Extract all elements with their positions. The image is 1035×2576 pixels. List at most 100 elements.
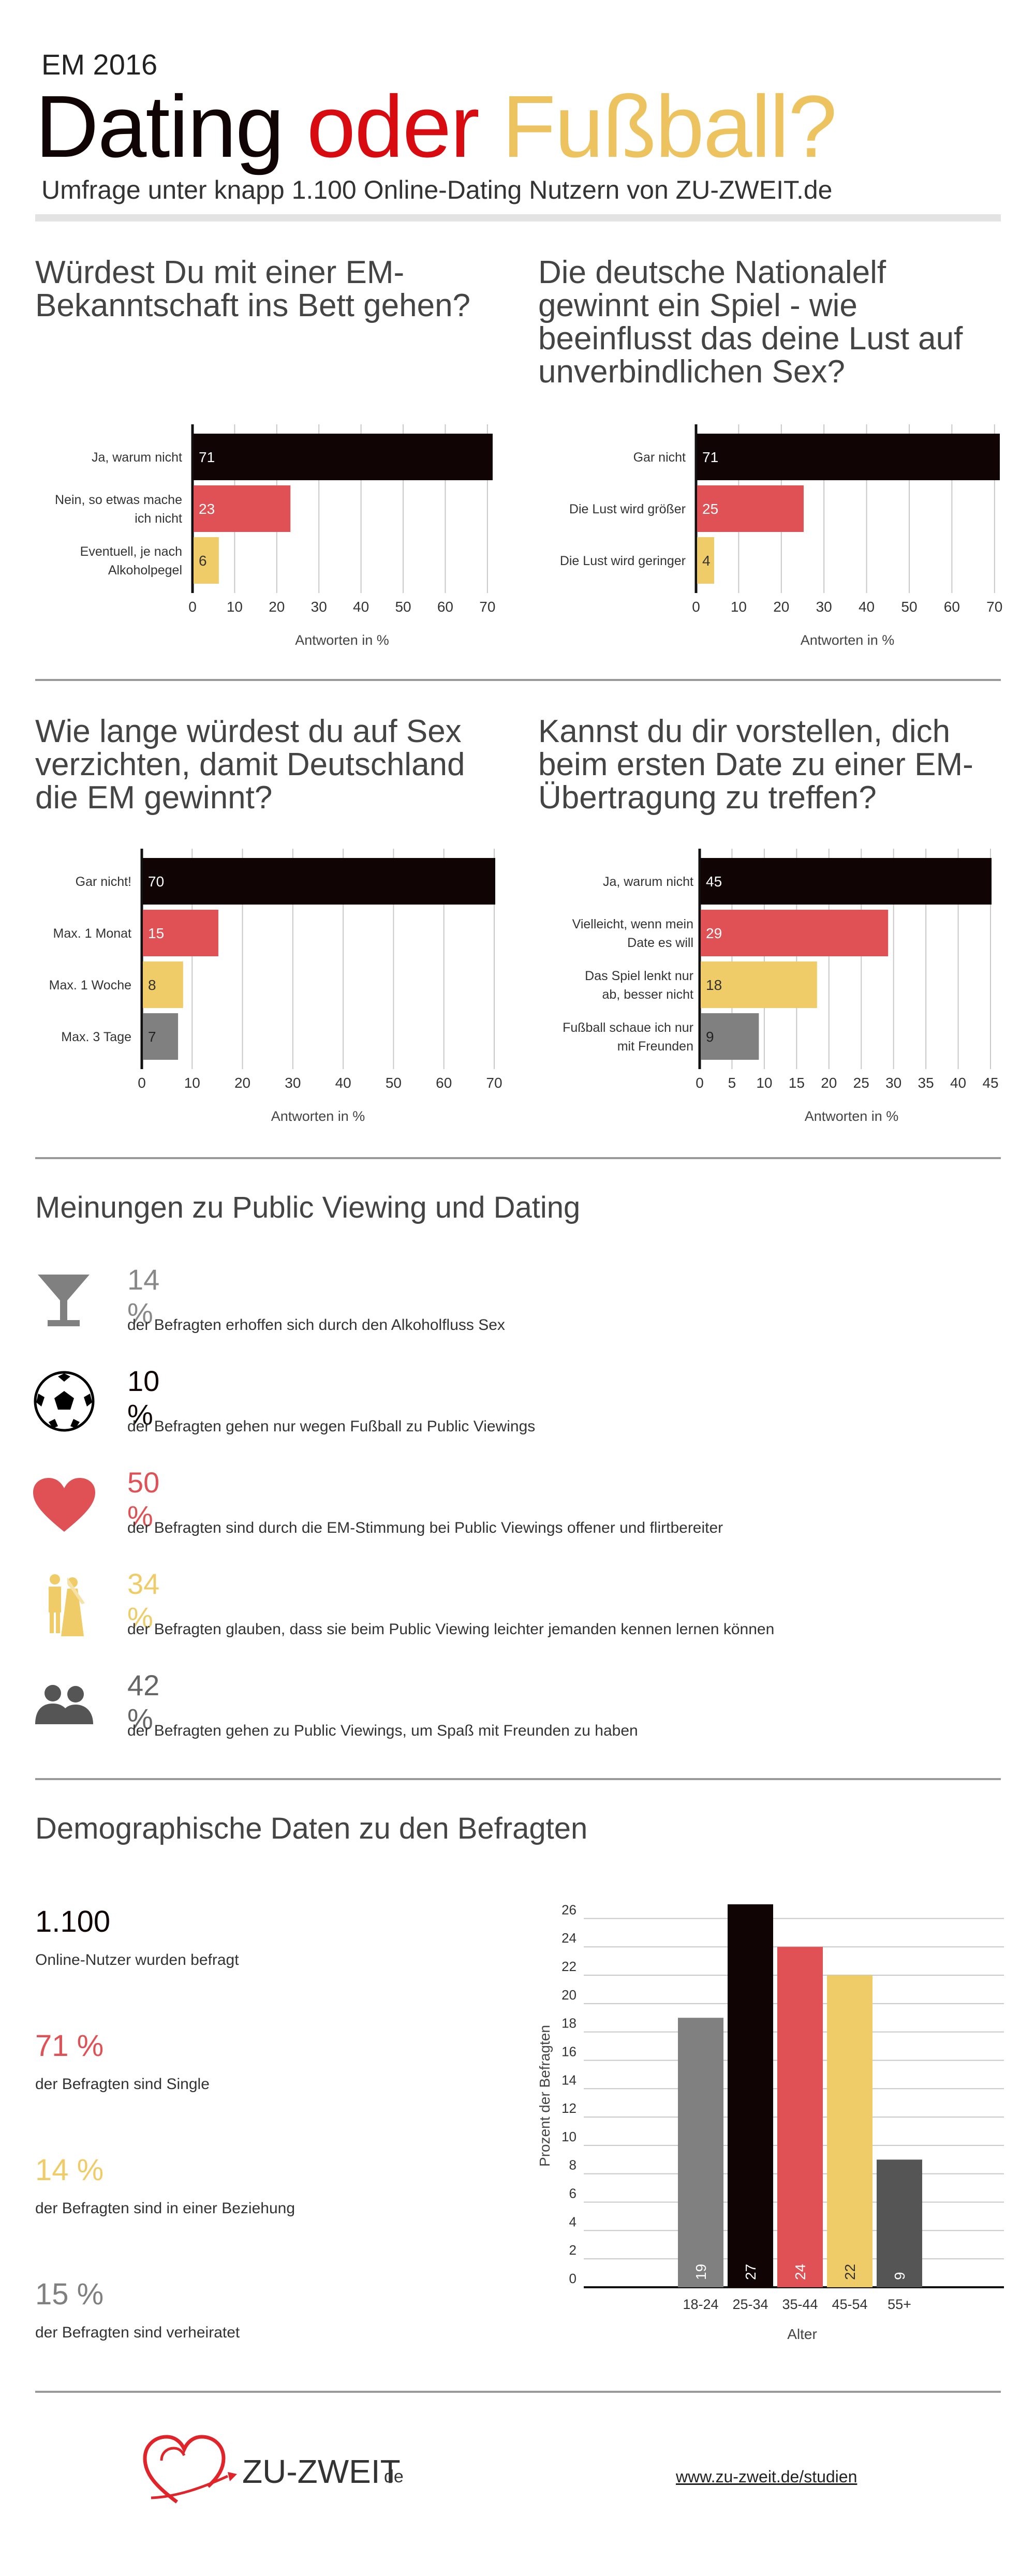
category-label: Alkoholpegel: [108, 563, 182, 578]
category-label: Gar nicht: [633, 450, 686, 465]
x-tick-label: 10: [227, 599, 243, 615]
y-tick-label: 18: [561, 2016, 576, 2031]
opinion-percent: 50 %: [127, 1466, 160, 1532]
x-axis-title: Alter: [787, 2326, 817, 2342]
logo-text: ZU-ZWEIT: [242, 2453, 401, 2490]
header-subtitle: Umfrage unter knapp 1.100 Online-Dating …: [41, 175, 833, 204]
demo-stat-married: 15 % der Befragten sind verheiratet: [35, 2277, 240, 2342]
page-title: Dating oder Fußball?: [35, 83, 837, 171]
opinion-percent: 34 %: [127, 1567, 160, 1634]
bar: [143, 961, 183, 1008]
x-tick-label: 5: [728, 1075, 736, 1091]
bar: [701, 910, 889, 956]
y-tick-label: 8: [569, 2157, 576, 2173]
bar-value-label: 71: [702, 449, 718, 465]
x-tick-label: 20: [773, 599, 789, 615]
bar: [701, 961, 817, 1008]
bar-value-label: 7: [148, 1029, 156, 1045]
bar: [143, 910, 218, 956]
opinion-percent: 42 %: [127, 1669, 160, 1735]
title-word-fussball: Fußball?: [502, 78, 837, 176]
x-tick-label: 0: [692, 599, 700, 615]
demo-stat-relationship: 14 % der Befragten sind in einer Beziehu…: [35, 2153, 295, 2217]
opinion-text: der Befragten gehen zu Public Viewings, …: [127, 1722, 638, 1739]
x-tick-label: 40: [353, 599, 369, 615]
bar-value-label: 71: [199, 449, 215, 465]
opinion-text: der Befragten erhoffen sich durch den Al…: [127, 1316, 505, 1334]
demo-stat-single: 71 % der Befragten sind Single: [35, 2029, 210, 2093]
x-axis-title: Antworten in %: [295, 632, 389, 648]
x-axis-title: Antworten in %: [271, 1108, 365, 1124]
x-tick-label: 15: [789, 1075, 805, 1091]
y-tick-label: 12: [561, 2100, 576, 2116]
category-label: ich nicht: [135, 511, 182, 526]
x-tick-label: 50: [386, 1075, 402, 1091]
bar-value-label: 9: [892, 2272, 908, 2280]
chart3-abstinence: 0 10 20 30 40 50 60 70 Antworten in % 70 Gar nicht…: [0, 849, 518, 1141]
bar: [194, 537, 219, 584]
x-tick-label: 0: [696, 1075, 704, 1091]
bar: [701, 858, 992, 905]
category-label: Die Lust wird größer: [569, 502, 686, 516]
bar: [701, 1013, 759, 1060]
bar: [194, 434, 493, 480]
logo-suffix: de: [384, 2467, 404, 2486]
chart-svg: 0 5 10 15 20 25 30 35 40 45 Antworten in % 45 Ja, wa…: [563, 849, 999, 1124]
demographics-title: Demographische Daten zu den Befragten: [35, 1812, 588, 1845]
bar-value-label: 8: [148, 977, 156, 993]
opinion-percent: 14 %: [127, 1263, 160, 1329]
x-tick-label: 0: [188, 599, 197, 615]
demo-value: 15 %: [35, 2277, 104, 2311]
bar: [877, 2159, 922, 2287]
demo-value: 14 %: [35, 2153, 104, 2187]
y-tick-label: 14: [561, 2072, 576, 2088]
opinion-text: der Befragten gehen nur wegen Fußball zu…: [127, 1418, 536, 1435]
demo-label: der Befragten sind in einer Beziehung: [35, 2200, 295, 2217]
chart1-bedpartner: 0 10 20 30 40 50 60 70 Antworten in % 71 Ja, warum…: [0, 424, 518, 670]
category-label: Eventuell, je nach: [80, 544, 182, 559]
chart-svg: 0 10 20 30 40 50 60 70 Antworten in % 71 Gar nicht…: [560, 424, 1002, 648]
category-label: Max. 1 Woche: [49, 978, 131, 993]
bar: [777, 1947, 823, 2287]
y-tick-label: 26: [561, 1902, 576, 1917]
x-tick-label: 30: [885, 1075, 901, 1091]
category-label: Max. 1 Monat: [53, 926, 132, 941]
bar-value-label: 70: [148, 874, 164, 890]
category-label: Das Spiel lenkt nur: [585, 969, 693, 983]
y-tick-label: 20: [561, 1987, 576, 2003]
header-kicker: EM 2016: [41, 48, 158, 81]
x-tick-label: 70: [479, 599, 495, 615]
category-label: Die Lust wird geringer: [560, 554, 686, 568]
x-tick-label: 18-24: [683, 2297, 718, 2312]
y-tick-label: 4: [569, 2214, 576, 2229]
soccer-ball-icon: [34, 1371, 95, 1432]
bar: [827, 1975, 873, 2287]
header-divider: [35, 214, 1001, 221]
x-tick-label: 0: [138, 1075, 146, 1091]
category-label: Nein, so etwas mache: [55, 493, 182, 507]
x-tick-label: 55+: [888, 2297, 911, 2312]
demo-label: der Befragten sind Single: [35, 2076, 210, 2093]
bar-value-label: 27: [743, 2264, 759, 2280]
x-tick-label: 50: [395, 599, 411, 615]
heart-icon: [33, 1478, 95, 1532]
opinion-text: der Befragten sind durch die EM-Stimmung…: [127, 1519, 723, 1536]
category-label: Fußball schaue ich nur: [563, 1020, 693, 1035]
x-tick-label: 10: [731, 599, 747, 615]
footer-url-link[interactable]: www.zu-zweit.de/studien: [676, 2467, 857, 2486]
opinions-title: Meinungen zu Public Viewing und Dating: [35, 1191, 581, 1224]
bar: [678, 2018, 723, 2287]
demo-stat-respondents: 1.100 Online-Nutzer wurden befragt: [35, 1904, 239, 1969]
x-axis-title: Antworten in %: [801, 632, 895, 648]
footer-logo[interactable]: ZU-ZWEIT de: [141, 2430, 410, 2507]
x-tick-label: 30: [311, 599, 327, 615]
wedding-couple-icon: [49, 1574, 85, 1636]
chart4-first-date: 0 5 10 15 20 25 30 35 40 45 Antworten in % 45 Ja, wa…: [518, 849, 1035, 1141]
bar-value-label: 4: [702, 553, 711, 569]
x-tick-label: 35-44: [782, 2297, 818, 2312]
logo-heart-icon: [143, 2435, 237, 2504]
section-divider-2: [35, 1157, 1001, 1159]
x-tick-label: 25: [853, 1075, 869, 1091]
category-label: Date es will: [627, 936, 693, 950]
category-label: Gar nicht!: [76, 875, 131, 889]
